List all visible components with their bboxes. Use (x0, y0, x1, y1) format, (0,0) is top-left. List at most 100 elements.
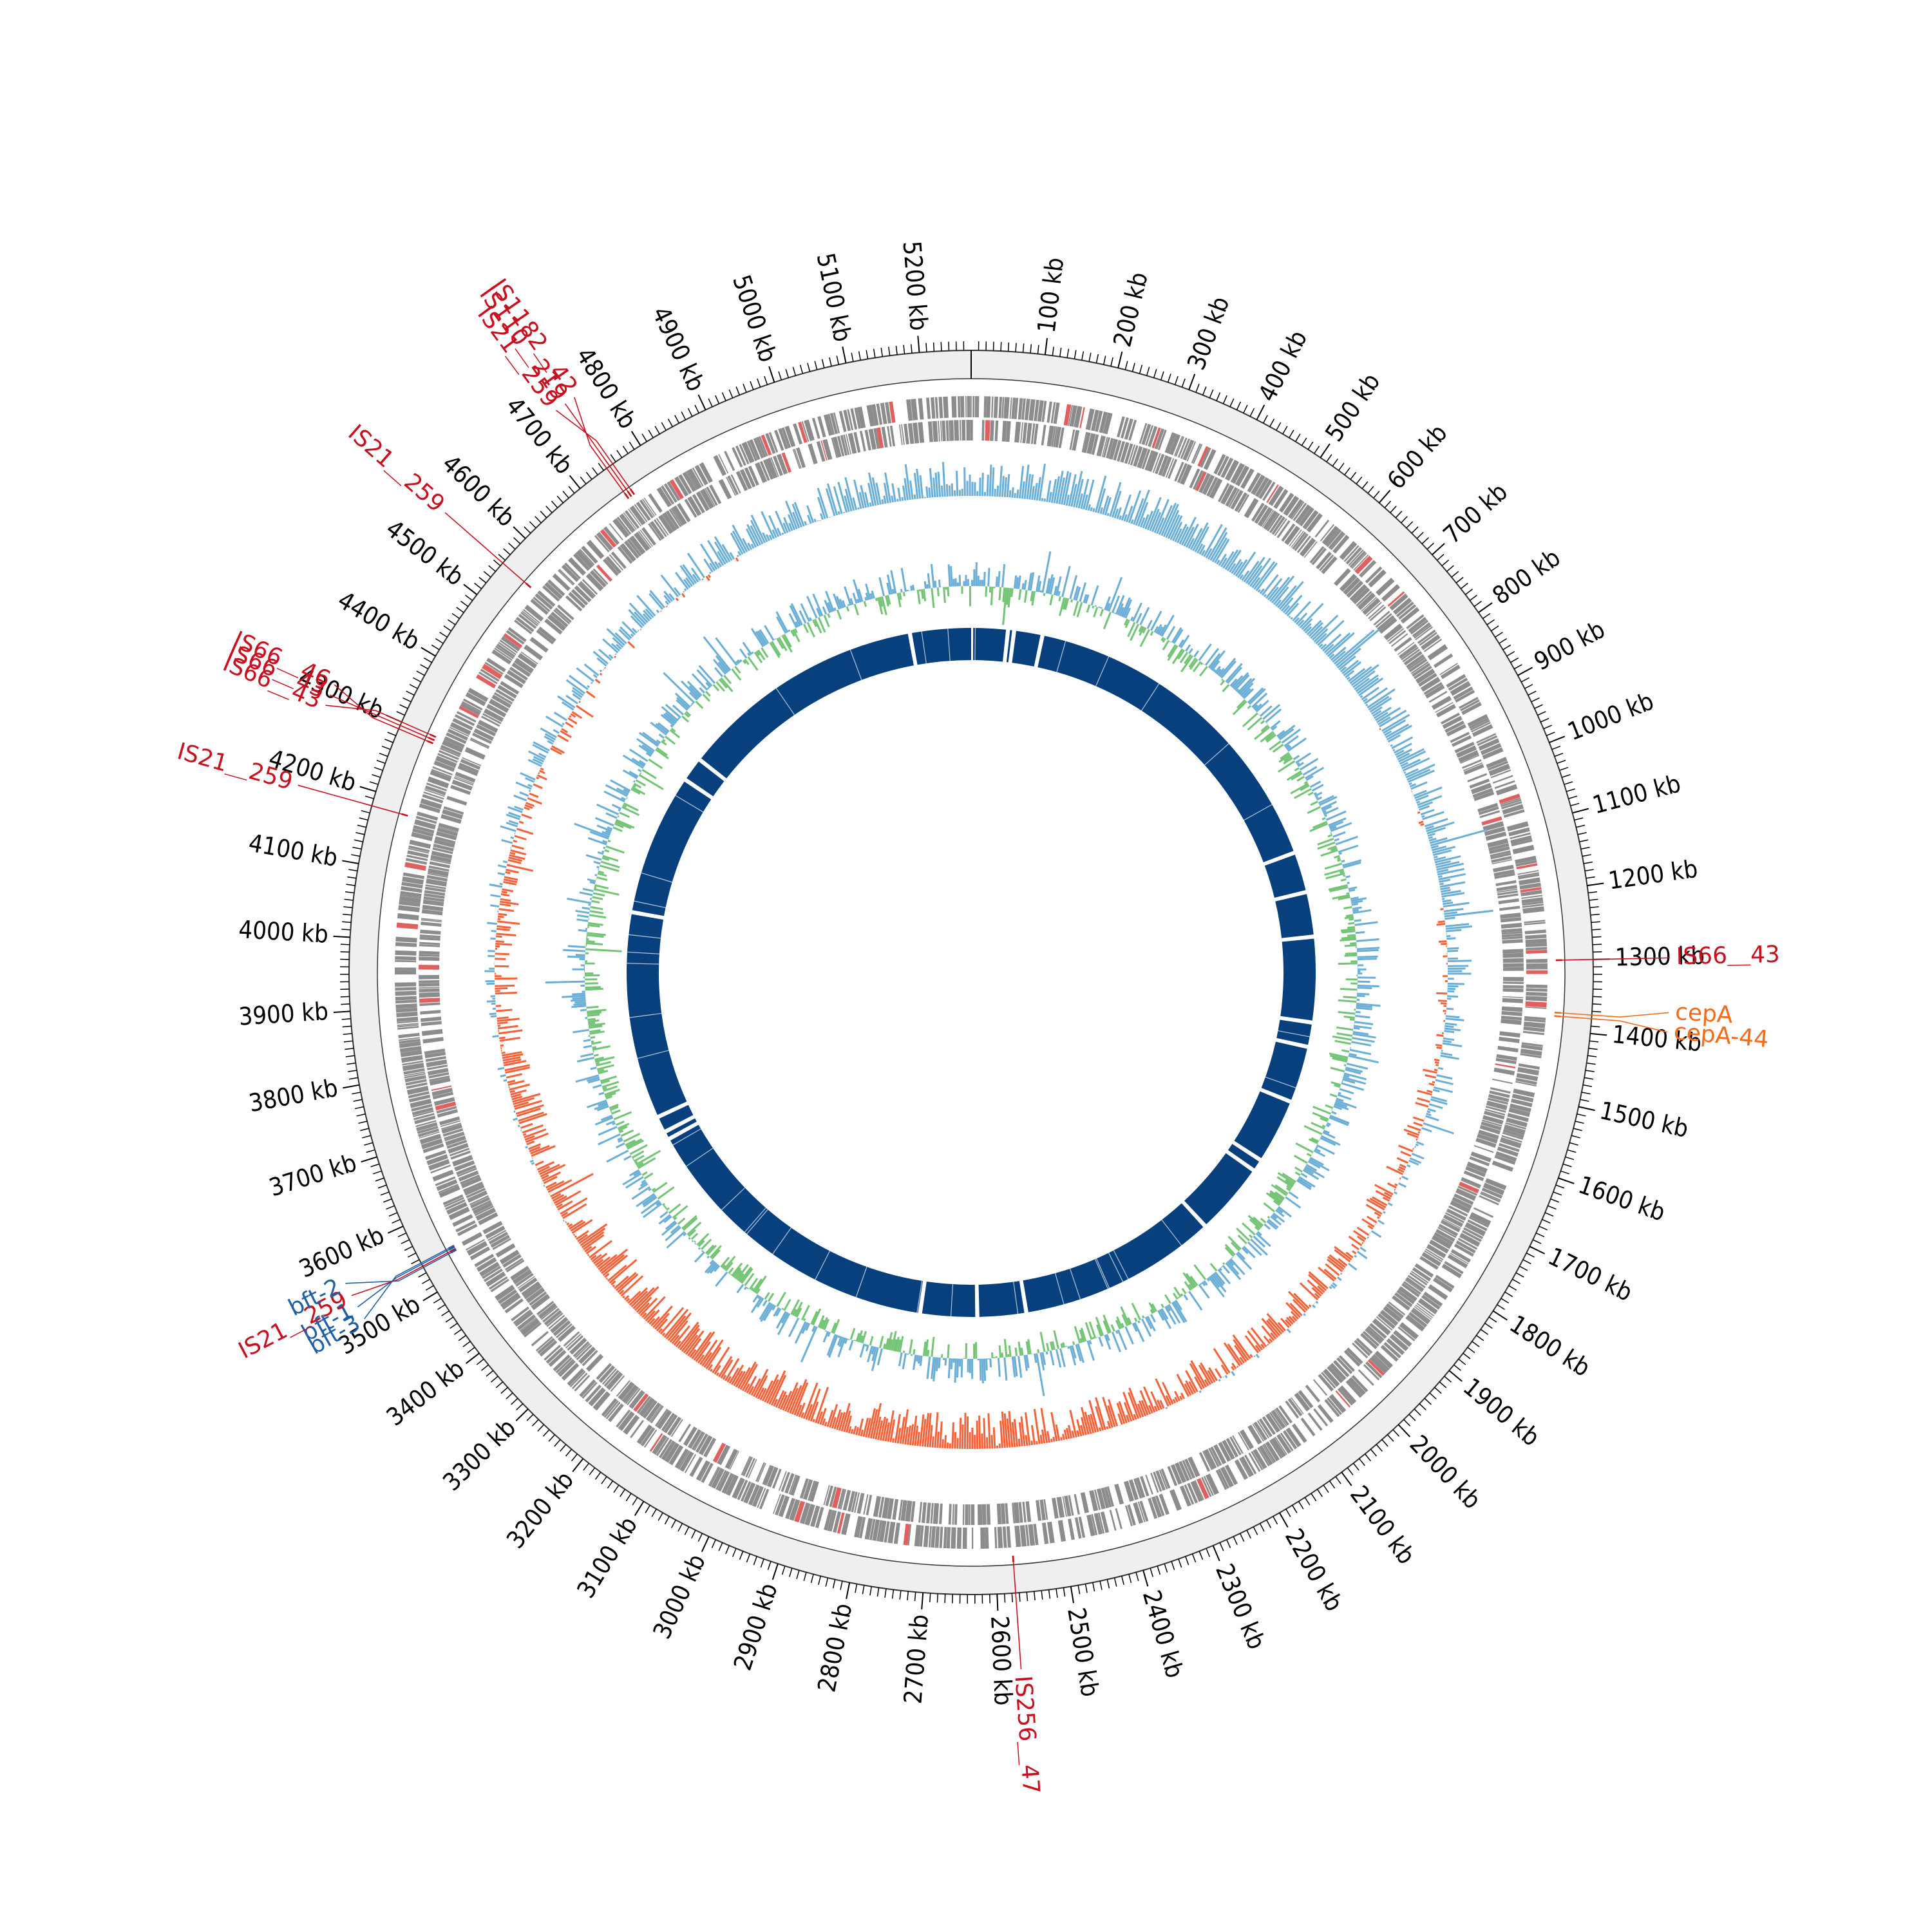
minor-tick (677, 1523, 683, 1532)
gene (1329, 1363, 1347, 1381)
gene (919, 1525, 924, 1547)
gene (497, 685, 517, 699)
gene (424, 893, 445, 899)
gene (403, 1068, 425, 1075)
block-separator (629, 934, 661, 939)
gene (699, 1461, 710, 1482)
gene (1438, 1224, 1459, 1236)
minor-tick (1146, 366, 1150, 376)
gene (1457, 1238, 1478, 1250)
minor-tick (1066, 348, 1070, 358)
gene (1360, 561, 1377, 578)
gene (1494, 780, 1515, 790)
block-separator (916, 1280, 923, 1313)
gene (474, 1205, 494, 1217)
gene (926, 397, 931, 419)
gene (406, 855, 428, 862)
gene (1281, 523, 1296, 542)
minor-tick (554, 1439, 561, 1447)
gene (1050, 402, 1056, 424)
minor-tick (1282, 426, 1288, 435)
minor-tick (825, 1577, 829, 1587)
gene (621, 1385, 638, 1403)
gene (1180, 438, 1191, 459)
gene (440, 744, 462, 756)
minor-tick (1473, 600, 1482, 607)
gene (1520, 1048, 1542, 1056)
minor-tick (907, 1591, 909, 1601)
tick-label: 2400 kb (1137, 1587, 1189, 1681)
gene (471, 1200, 491, 1211)
gene (1133, 1478, 1142, 1499)
gene (488, 1231, 509, 1245)
gene (1327, 1397, 1342, 1416)
minor-tick (1484, 1323, 1493, 1329)
gene (1237, 494, 1250, 513)
gene (1467, 1219, 1488, 1231)
block-separator (744, 1208, 766, 1233)
gene (1520, 1053, 1542, 1059)
gene (1452, 735, 1472, 747)
gene (1526, 970, 1548, 974)
gene (1335, 1390, 1351, 1408)
gene (1526, 984, 1548, 989)
gene (669, 479, 685, 500)
gene (668, 509, 682, 527)
gene (842, 1490, 851, 1511)
gene (1423, 1291, 1443, 1307)
gene (1484, 826, 1506, 837)
tick-label: 1600 kb (1575, 1170, 1669, 1227)
minor-tick (785, 368, 790, 378)
gene (1497, 1146, 1519, 1157)
gene (1329, 1394, 1347, 1414)
gene (1515, 860, 1537, 867)
gene (616, 516, 632, 535)
gene (718, 454, 729, 474)
gene (1187, 1482, 1198, 1504)
minor-tick (1589, 898, 1598, 901)
gene (876, 403, 883, 425)
gene (491, 694, 512, 708)
gene (442, 739, 464, 753)
gene (718, 478, 732, 500)
gene (1293, 502, 1307, 522)
gene (688, 1429, 702, 1449)
gene (561, 564, 580, 582)
gene (977, 1504, 983, 1525)
gene (770, 457, 779, 477)
leader-line (556, 410, 631, 490)
minor-tick (1195, 383, 1200, 393)
minor-tick (540, 511, 547, 518)
leader-line (444, 512, 527, 584)
gene (1410, 1271, 1429, 1283)
gene (561, 1363, 580, 1381)
gene (684, 1454, 697, 1473)
gene (1034, 399, 1039, 422)
gene (774, 430, 784, 451)
gc-content-track (545, 551, 1381, 1397)
gc-content-positive (545, 551, 1381, 1397)
minor-tick (366, 1149, 375, 1153)
gene (581, 545, 598, 564)
gene (1387, 591, 1405, 607)
gene (687, 468, 702, 489)
gene (923, 1526, 929, 1548)
gene (490, 1235, 510, 1248)
inner-block (1261, 1041, 1307, 1100)
gene (603, 1400, 619, 1418)
gene (1268, 486, 1284, 506)
gene (1365, 601, 1382, 617)
gene (781, 452, 792, 473)
gene (1424, 1250, 1443, 1262)
gene (1500, 797, 1521, 806)
gene (1526, 992, 1548, 997)
gene (482, 1220, 503, 1235)
gene (703, 1437, 715, 1457)
gene (709, 484, 722, 504)
gene (469, 739, 489, 749)
gene (419, 1133, 442, 1145)
gene (1244, 1454, 1257, 1475)
gene (426, 878, 448, 887)
minor-tick (453, 1329, 462, 1335)
gene (772, 1468, 782, 1489)
